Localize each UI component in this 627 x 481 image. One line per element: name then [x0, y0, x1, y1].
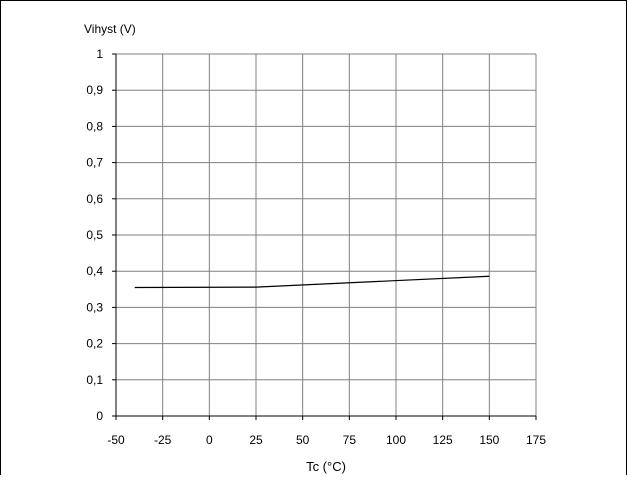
y-tick-label: 0,8: [86, 119, 103, 133]
x-tick-label: 50: [296, 433, 310, 447]
x-tick-label: 25: [249, 433, 263, 447]
x-tick-label: 125: [433, 433, 453, 447]
y-axis-label: Vihyst (V): [84, 22, 136, 36]
y-tick-label: 0,7: [86, 156, 103, 170]
series-line: [135, 276, 490, 287]
x-tick-label: 75: [343, 433, 357, 447]
tick-labels: -50 -25 0 25 50 75 100 125 150 175 0 0,1 0,2 0,3 0,4 0,…: [86, 47, 546, 447]
series-group: [135, 276, 490, 287]
x-tick-label: 175: [526, 433, 546, 447]
x-tick-label: -25: [154, 433, 172, 447]
grid: [116, 54, 536, 416]
x-tick-label: 150: [479, 433, 499, 447]
x-axis-label: Tc (°C): [306, 459, 346, 474]
y-tick-label: 0,2: [86, 337, 103, 351]
y-tick-label: 0,3: [86, 300, 103, 314]
y-tick-label: 0,9: [86, 83, 103, 97]
y-tick-label: 0,5: [86, 228, 103, 242]
x-tick-label: -50: [107, 433, 125, 447]
y-tick-label: 0: [96, 409, 103, 423]
y-tick-label: 1: [96, 47, 103, 61]
x-tick-label: 100: [386, 433, 406, 447]
y-tick-label: 0,6: [86, 192, 103, 206]
y-tick-label: 0,4: [86, 264, 103, 278]
x-tick-label: 0: [206, 433, 213, 447]
y-tick-label: 0,1: [86, 373, 103, 387]
axes: [112, 54, 536, 420]
